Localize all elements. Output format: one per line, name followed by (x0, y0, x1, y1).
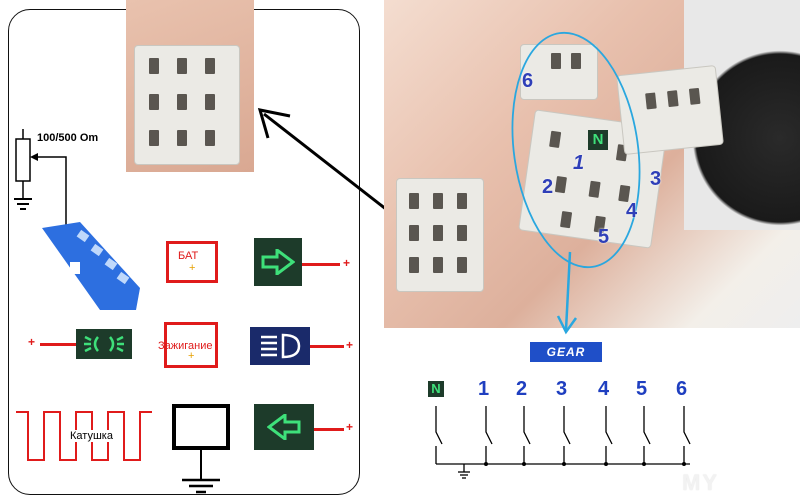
wire (40, 343, 76, 346)
schematic-label-1: 1 (478, 378, 490, 400)
wire (314, 428, 344, 431)
watermark: MY (682, 470, 719, 495)
ground-symbol (172, 404, 230, 494)
left-turn-indicator-icon (254, 404, 314, 450)
battery-plus: + (189, 262, 196, 274)
pin-label-n: N (588, 130, 608, 150)
pin-label-4: 4 (626, 200, 638, 222)
schematic-label-3: 3 (556, 378, 568, 400)
coil-waveform (16, 411, 152, 461)
coil-label: Катушка (70, 430, 113, 442)
switch-schematic (435, 406, 691, 479)
down-arrow (556, 251, 578, 335)
pin-label-5: 5 (598, 226, 610, 248)
schematic-label-n: N (428, 381, 444, 397)
gear-badge: GEAR (530, 342, 602, 362)
schematic-label-2: 2 (516, 378, 528, 400)
resistor-symbol (14, 129, 67, 225)
pin-label-2: 2 (542, 176, 554, 198)
plus-sign: + (346, 420, 354, 434)
schematic-label-6: 6 (676, 378, 688, 400)
battery-box (166, 241, 218, 283)
right-turn-indicator-icon (254, 238, 302, 286)
wire (310, 345, 344, 348)
fuel-gauge-icon (42, 222, 140, 310)
high-beam-icon (250, 327, 310, 365)
pin-label-3: 3 (650, 168, 662, 190)
ignition-box (164, 322, 218, 368)
schematic-label-5: 5 (636, 378, 648, 400)
parking-light-icon (76, 329, 132, 359)
pin-label-6: 6 (522, 70, 534, 92)
pointer-arrow (257, 108, 401, 222)
plus-sign: + (28, 335, 36, 349)
plus-sign: + (346, 338, 354, 352)
ignition-plus: + (188, 350, 195, 362)
plus-sign: + (343, 256, 351, 270)
schematic-label-4: 4 (598, 378, 610, 400)
wire (302, 263, 340, 266)
resistor-label: 100/500 Om (37, 132, 99, 144)
highlight-ellipse (511, 31, 641, 269)
ignition-label: Зажигание (158, 340, 213, 352)
connector-photo: 6 N 1 2 3 4 5 (384, 0, 800, 328)
pin-label-1: 1 (573, 152, 585, 174)
battery-label: БАТ (178, 250, 199, 262)
connector-thumbnail (126, 0, 254, 172)
